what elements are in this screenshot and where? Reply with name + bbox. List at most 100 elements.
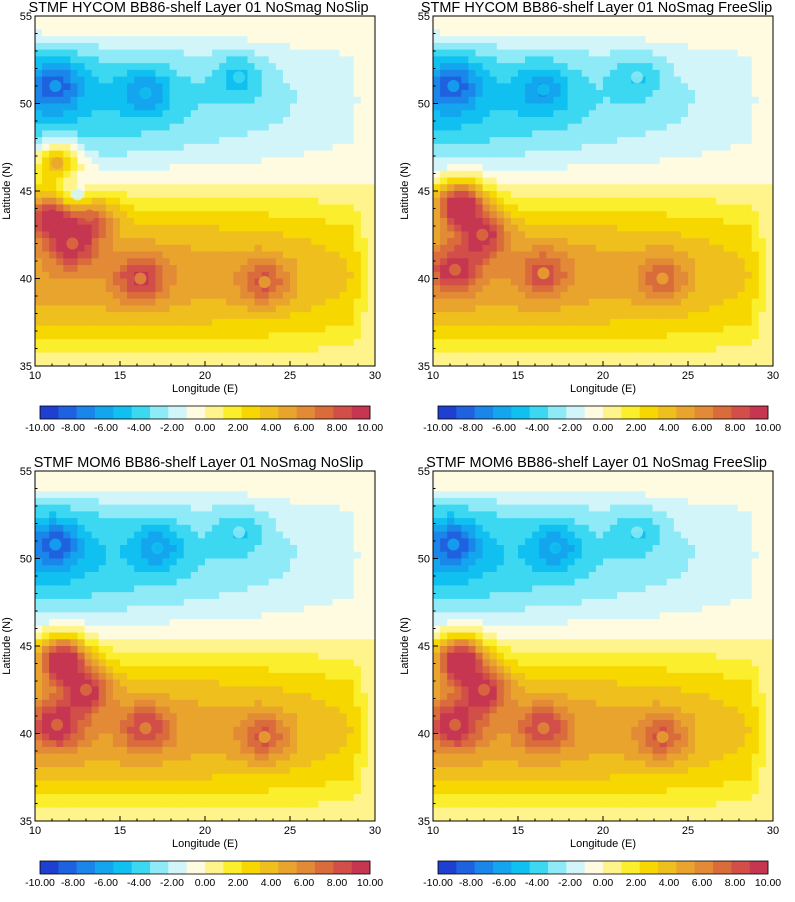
contour-cell: [325, 83, 332, 90]
contour-cell: [653, 124, 660, 131]
contour-cell: [568, 144, 575, 151]
contour-cell: [127, 56, 134, 63]
contour-cell: [752, 238, 759, 245]
contour-cell: [723, 97, 730, 104]
contour-cell: [646, 104, 653, 111]
contour-cell: [539, 299, 546, 306]
contour-cell: [624, 346, 631, 353]
contour-cell: [106, 285, 113, 292]
contour-cell: [532, 137, 539, 144]
contour-cell: [752, 36, 759, 43]
contour-cell: [646, 97, 653, 104]
contour-cell: [617, 50, 624, 57]
contour-cell: [553, 16, 560, 23]
contour-cell: [624, 90, 631, 97]
contour-cell: [318, 56, 325, 63]
contour-cell: [681, 225, 688, 232]
contour-cell: [283, 238, 290, 245]
contour-cell: [624, 211, 631, 218]
contour-cell: [433, 144, 440, 151]
contour-cell: [568, 326, 575, 333]
contour-cell: [240, 90, 247, 97]
contour-cell: [702, 326, 709, 333]
contour-cell: [617, 16, 624, 23]
contour-cell: [113, 137, 120, 144]
contour-cell: [497, 225, 504, 232]
contour-cell: [603, 97, 610, 104]
contour-cell: [290, 299, 297, 306]
contour-cell: [433, 252, 440, 259]
contour-cell: [120, 124, 127, 131]
contour-cell: [660, 346, 667, 353]
contour-cell: [113, 353, 120, 360]
contour-cell: [476, 252, 483, 259]
contour-cell: [468, 184, 475, 191]
contour-cell: [582, 252, 589, 259]
contour-cell: [368, 130, 375, 137]
contour-cell: [433, 339, 440, 346]
contour-cell: [624, 204, 631, 211]
contour-cell: [106, 305, 113, 312]
contour-cell: [347, 299, 354, 306]
contour-cell: [511, 285, 518, 292]
contour-cell: [440, 218, 447, 225]
contour-cell: [354, 225, 361, 232]
contour-cell: [318, 332, 325, 339]
contour-cell: [631, 319, 638, 326]
contour-cell: [120, 43, 127, 50]
contour-cell: [63, 305, 70, 312]
contour-cell: [255, 130, 262, 137]
contour-cell: [113, 178, 120, 185]
contour-cell: [624, 285, 631, 292]
contour-cell: [490, 70, 497, 77]
contour-cell: [311, 346, 318, 353]
contour-cell: [745, 184, 752, 191]
contour-cell: [56, 198, 63, 205]
contour-cell: [440, 70, 447, 77]
contour-cell: [340, 16, 347, 23]
contour-cell: [56, 43, 63, 50]
contour-cell: [688, 16, 695, 23]
contour-cell: [35, 285, 42, 292]
contour-cell: [333, 339, 340, 346]
contour-cell: [113, 319, 120, 326]
contour-cell: [617, 292, 624, 299]
contour-cell: [468, 117, 475, 124]
contour-cell: [318, 211, 325, 218]
contour-cell: [304, 319, 311, 326]
contour-cell: [603, 130, 610, 137]
contour-cell: [99, 245, 106, 252]
contour-cell: [134, 23, 141, 30]
contour-cell: [155, 265, 162, 272]
contour-cell: [92, 299, 99, 306]
contour-cell: [333, 346, 340, 353]
contour-cell: [638, 164, 645, 171]
contour-cell: [468, 238, 475, 245]
contour-cell: [461, 191, 468, 198]
contour-cell: [85, 245, 92, 252]
contour-cell: [440, 292, 447, 299]
contour-cell: [290, 23, 297, 30]
contour-cell: [752, 184, 759, 191]
contour-cell: [127, 231, 134, 238]
contour-cell: [702, 29, 709, 36]
contour-cell: [688, 43, 695, 50]
contour-cell: [447, 130, 454, 137]
contour-cell: [99, 63, 106, 70]
contour-cell: [476, 63, 483, 70]
contour-cell: [589, 198, 596, 205]
contour-cell: [177, 225, 184, 232]
contour-cell: [610, 117, 617, 124]
colorbar-label: -2.00: [160, 422, 184, 434]
contour-cell: [99, 110, 106, 117]
contour-cell: [468, 191, 475, 198]
contour-cell: [49, 326, 56, 333]
contour-cell: [297, 178, 304, 185]
contour-cell: [745, 110, 752, 117]
contour-cell: [688, 23, 695, 30]
contour-cell: [269, 258, 276, 265]
contour-cell: [92, 339, 99, 346]
contour-cell: [368, 83, 375, 90]
contour-cell: [283, 164, 290, 171]
contour-cell: [198, 90, 205, 97]
